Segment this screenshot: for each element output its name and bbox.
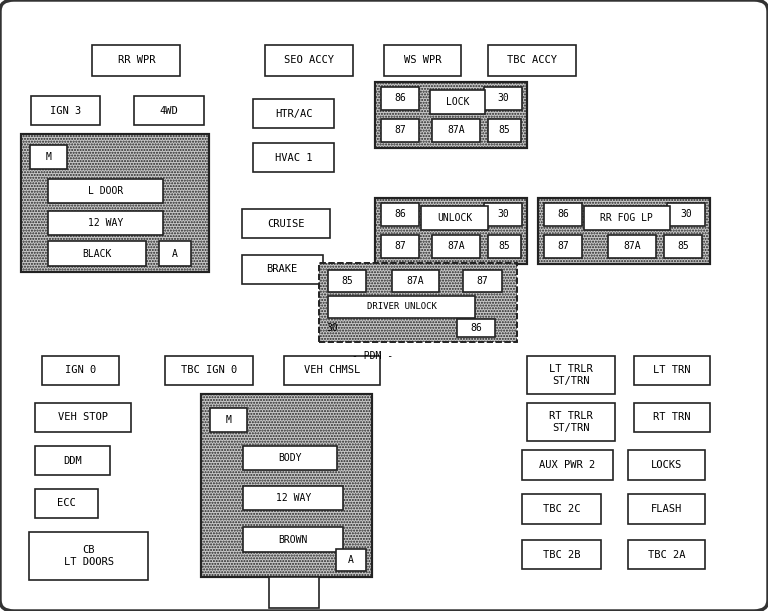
- Text: ECC: ECC: [57, 499, 75, 508]
- Text: A: A: [348, 555, 354, 565]
- Text: 87A: 87A: [624, 241, 641, 251]
- Bar: [484, 203, 522, 226]
- Bar: [392, 270, 439, 292]
- Bar: [242, 255, 323, 284]
- Text: IGN 3: IGN 3: [50, 106, 81, 115]
- Bar: [628, 450, 705, 480]
- Text: 30: 30: [497, 93, 509, 103]
- Bar: [381, 119, 419, 142]
- Bar: [522, 450, 613, 480]
- Text: RR WPR: RR WPR: [118, 56, 155, 65]
- Bar: [381, 203, 419, 226]
- Bar: [319, 263, 517, 342]
- Text: A: A: [172, 249, 178, 258]
- Text: 87A: 87A: [448, 241, 465, 251]
- Text: LT TRN: LT TRN: [654, 365, 690, 375]
- Bar: [328, 270, 366, 292]
- Bar: [634, 403, 710, 432]
- Bar: [269, 577, 319, 608]
- Bar: [159, 241, 191, 266]
- Bar: [432, 235, 480, 258]
- Text: TBC 2A: TBC 2A: [648, 550, 685, 560]
- Text: 87A: 87A: [407, 276, 424, 286]
- Text: IGN 0: IGN 0: [65, 365, 96, 375]
- Bar: [375, 82, 527, 148]
- Text: CB
LT DOORS: CB LT DOORS: [64, 545, 114, 567]
- Bar: [48, 211, 163, 235]
- Text: BLACK: BLACK: [82, 249, 111, 258]
- Text: 12 WAY: 12 WAY: [276, 493, 311, 503]
- Bar: [544, 235, 582, 258]
- Bar: [201, 394, 372, 577]
- Text: 87: 87: [557, 241, 569, 251]
- Bar: [210, 408, 247, 432]
- Text: SEO ACCY: SEO ACCY: [284, 56, 334, 65]
- Text: 85: 85: [498, 241, 511, 251]
- Bar: [664, 235, 702, 258]
- Bar: [35, 489, 98, 518]
- Bar: [384, 45, 461, 76]
- Text: AUX PWR 2: AUX PWR 2: [539, 460, 596, 470]
- Text: RT TRLR
ST/TRN: RT TRLR ST/TRN: [549, 411, 593, 433]
- Text: M: M: [45, 152, 51, 162]
- Text: 87A: 87A: [448, 125, 465, 135]
- Bar: [381, 235, 419, 258]
- Bar: [165, 356, 253, 385]
- Text: VEH STOP: VEH STOP: [58, 412, 108, 422]
- Bar: [42, 356, 119, 385]
- Text: 86: 86: [394, 93, 406, 103]
- Bar: [201, 394, 372, 577]
- Bar: [48, 179, 163, 203]
- Bar: [243, 446, 337, 470]
- Bar: [544, 203, 582, 226]
- Bar: [522, 494, 601, 524]
- Bar: [35, 403, 131, 432]
- Bar: [634, 356, 710, 385]
- Bar: [21, 134, 209, 272]
- Bar: [92, 45, 180, 76]
- Bar: [538, 198, 710, 264]
- Bar: [35, 446, 110, 475]
- Text: DRIVER UNLOCK: DRIVER UNLOCK: [367, 302, 436, 311]
- Bar: [242, 209, 330, 238]
- Bar: [628, 494, 705, 524]
- Bar: [336, 549, 366, 571]
- Bar: [375, 198, 527, 264]
- Bar: [430, 90, 485, 114]
- Bar: [538, 198, 710, 264]
- Text: 86: 86: [557, 210, 569, 219]
- Text: HVAC 1: HVAC 1: [275, 153, 313, 163]
- Text: 86: 86: [470, 323, 482, 333]
- Bar: [319, 263, 517, 342]
- Text: VEH CHMSL: VEH CHMSL: [304, 365, 360, 375]
- Text: 87: 87: [476, 276, 488, 286]
- Text: DDM: DDM: [63, 456, 81, 466]
- Bar: [31, 96, 100, 125]
- Text: 30: 30: [497, 210, 509, 219]
- Bar: [488, 235, 521, 258]
- Text: WS WPR: WS WPR: [404, 56, 441, 65]
- Text: LOCKS: LOCKS: [651, 460, 682, 470]
- Bar: [608, 235, 656, 258]
- Text: - PDM -: - PDM -: [352, 351, 393, 360]
- Bar: [381, 87, 419, 110]
- Text: 85: 85: [498, 125, 511, 135]
- Bar: [484, 87, 522, 110]
- Bar: [432, 119, 480, 142]
- Text: TBC ACCY: TBC ACCY: [507, 56, 557, 65]
- Bar: [30, 145, 67, 169]
- Bar: [48, 241, 146, 266]
- Bar: [134, 96, 204, 125]
- Text: LOCK: LOCK: [446, 97, 469, 107]
- Bar: [628, 540, 705, 569]
- Bar: [284, 356, 380, 385]
- Bar: [328, 296, 475, 318]
- Text: 30: 30: [680, 210, 692, 219]
- Bar: [463, 270, 502, 292]
- Text: 12 WAY: 12 WAY: [88, 218, 123, 228]
- Text: UNLOCK: UNLOCK: [437, 213, 472, 223]
- Text: BRAKE: BRAKE: [266, 265, 298, 274]
- Bar: [488, 45, 576, 76]
- Text: M: M: [226, 415, 232, 425]
